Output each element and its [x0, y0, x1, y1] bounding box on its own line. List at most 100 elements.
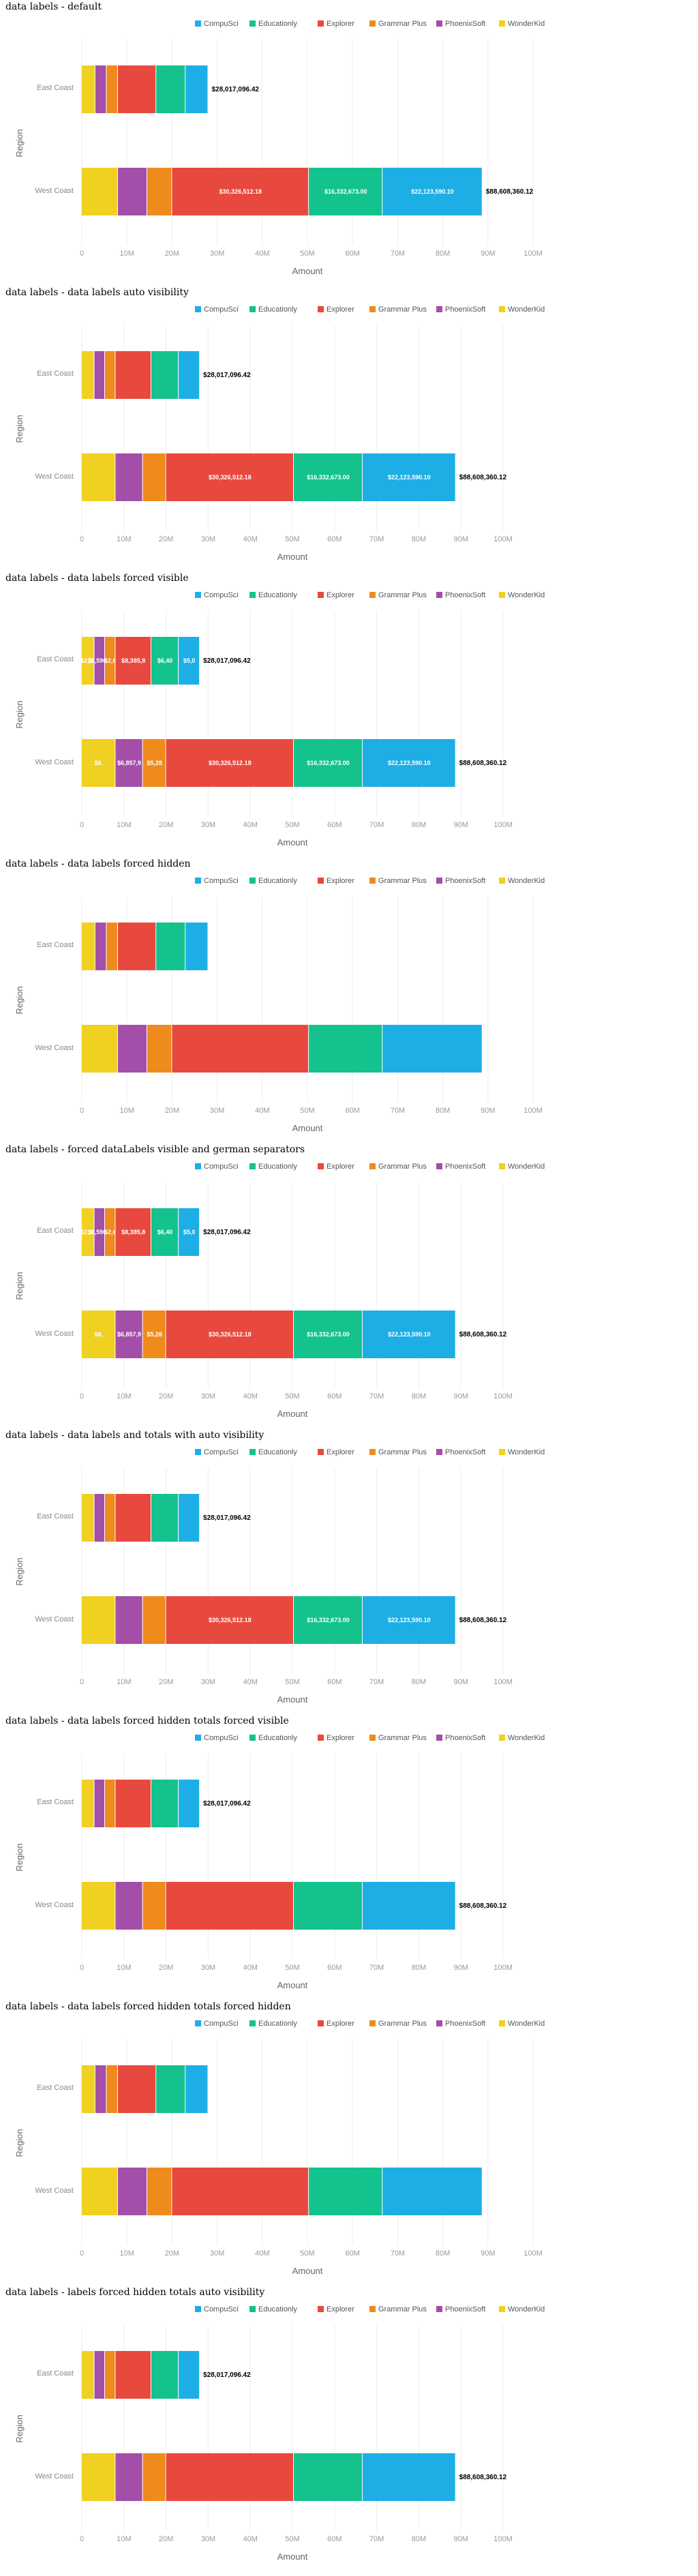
bar-segment-explorer[interactable] [115, 351, 151, 399]
bar-segment-compusci[interactable] [185, 923, 208, 970]
legend-item-grammar-plus[interactable]: Grammar Plus [369, 305, 427, 314]
bar-segment-grammar-plus[interactable] [106, 923, 117, 970]
bar-segment-educationly[interactable] [309, 1025, 382, 1073]
bar-segment-explorer[interactable] [117, 2065, 156, 2113]
bar-segment-educationly[interactable] [294, 1596, 362, 1644]
bar-segment-compusci[interactable] [179, 1780, 200, 1827]
bar-segment-explorer[interactable] [115, 637, 151, 685]
legend-item-compusci[interactable]: CompuSci [195, 2020, 239, 2028]
legend-item-educationly[interactable]: Educationly [249, 591, 297, 599]
legend-item-educationly[interactable]: Educationly [249, 1448, 297, 1456]
bar-segment-grammar-plus[interactable] [142, 1596, 166, 1644]
bar-segment-grammar-plus[interactable] [142, 739, 166, 787]
bar-segment-grammar-plus[interactable] [104, 637, 115, 685]
bar-segment-explorer[interactable] [166, 739, 294, 787]
bar-segment-wonderkid[interactable] [82, 2065, 95, 2113]
bar-segment-grammar-plus[interactable] [104, 1494, 115, 1542]
bar-segment-grammar-plus[interactable] [104, 1208, 115, 1256]
bar-segment-compusci[interactable] [185, 65, 208, 113]
legend-item-educationly[interactable]: Educationly [249, 20, 297, 28]
legend-item-explorer[interactable]: Explorer [318, 305, 354, 314]
bar-segment-compusci[interactable] [362, 453, 455, 501]
legend-item-compusci[interactable]: CompuSci [195, 1734, 239, 1742]
legend-item-grammar-plus[interactable]: Grammar Plus [369, 877, 427, 885]
legend-item-phoenixsoft[interactable]: PhoenixSoft [436, 305, 485, 314]
bar-segment-phoenixsoft[interactable] [117, 2168, 147, 2215]
bar-segment-compusci[interactable] [179, 1494, 200, 1542]
bar-segment-phoenixsoft[interactable] [95, 2065, 106, 2113]
bar-segment-educationly[interactable] [294, 1882, 362, 1930]
bar-segment-educationly[interactable] [151, 637, 179, 685]
legend-item-phoenixsoft[interactable]: PhoenixSoft [436, 20, 485, 28]
legend-item-grammar-plus[interactable]: Grammar Plus [369, 2305, 427, 2313]
bar-segment-wonderkid[interactable] [82, 453, 115, 501]
bar-segment-compusci[interactable] [382, 2168, 482, 2215]
bar-segment-phoenixsoft[interactable] [94, 1494, 104, 1542]
bar-segment-phoenixsoft[interactable] [94, 351, 104, 399]
bar-segment-educationly[interactable] [156, 65, 185, 113]
bar-segment-wonderkid[interactable] [82, 2168, 117, 2215]
bar-segment-grammar-plus[interactable] [104, 2351, 115, 2399]
bar-segment-grammar-plus[interactable] [147, 1025, 172, 1073]
bar-segment-compusci[interactable] [179, 351, 200, 399]
bar-segment-compusci[interactable] [179, 637, 200, 685]
legend-item-compusci[interactable]: CompuSci [195, 1448, 239, 1456]
bar-segment-phoenixsoft[interactable] [94, 2351, 104, 2399]
bar-segment-explorer[interactable] [172, 168, 309, 215]
bar-segment-phoenixsoft[interactable] [95, 923, 106, 970]
bar-segment-wonderkid[interactable] [82, 1208, 94, 1256]
legend-item-educationly[interactable]: Educationly [249, 877, 297, 885]
bar-segment-educationly[interactable] [151, 2351, 179, 2399]
bar-segment-explorer[interactable] [166, 1311, 294, 1358]
legend-item-educationly[interactable]: Educationly [249, 305, 297, 314]
bar-segment-explorer[interactable] [172, 1025, 309, 1073]
bar-segment-explorer[interactable] [166, 1596, 294, 1644]
bar-segment-wonderkid[interactable] [82, 1311, 115, 1358]
bar-segment-explorer[interactable] [117, 65, 156, 113]
bar-segment-grammar-plus[interactable] [106, 65, 117, 113]
bar-segment-compusci[interactable] [382, 1025, 482, 1073]
bar-segment-wonderkid[interactable] [82, 168, 117, 215]
bar-segment-wonderkid[interactable] [82, 2453, 115, 2501]
legend-item-educationly[interactable]: Educationly [249, 1163, 297, 1171]
bar-segment-grammar-plus[interactable] [147, 168, 172, 215]
legend-item-phoenixsoft[interactable]: PhoenixSoft [436, 1163, 485, 1171]
bar-segment-educationly[interactable] [151, 1494, 179, 1542]
bar-segment-phoenixsoft[interactable] [95, 65, 106, 113]
bar-segment-grammar-plus[interactable] [104, 351, 115, 399]
bar-segment-educationly[interactable] [294, 2453, 362, 2501]
legend-item-educationly[interactable]: Educationly [249, 2020, 297, 2028]
legend-item-wonderkid[interactable]: WonderKid [499, 20, 545, 28]
legend-item-explorer[interactable]: Explorer [318, 2020, 354, 2028]
bar-segment-educationly[interactable] [309, 168, 382, 215]
bar-segment-educationly[interactable] [151, 1780, 179, 1827]
bar-segment-wonderkid[interactable] [82, 1780, 94, 1827]
bar-segment-compusci[interactable] [382, 168, 482, 215]
bar-segment-grammar-plus[interactable] [142, 2453, 166, 2501]
bar-segment-phoenixsoft[interactable] [94, 1780, 104, 1827]
bar-segment-compusci[interactable] [179, 1208, 200, 1256]
bar-segment-grammar-plus[interactable] [142, 1882, 166, 1930]
legend-item-phoenixsoft[interactable]: PhoenixSoft [436, 2020, 485, 2028]
bar-segment-compusci[interactable] [362, 2453, 455, 2501]
bar-segment-explorer[interactable] [115, 1780, 151, 1827]
legend-item-explorer[interactable]: Explorer [318, 591, 354, 599]
bar-segment-wonderkid[interactable] [82, 1025, 117, 1073]
legend-item-compusci[interactable]: CompuSci [195, 591, 239, 599]
bar-segment-wonderkid[interactable] [82, 739, 115, 787]
bar-segment-educationly[interactable] [156, 923, 185, 970]
bar-segment-educationly[interactable] [294, 1311, 362, 1358]
bar-segment-wonderkid[interactable] [82, 637, 94, 685]
legend-item-grammar-plus[interactable]: Grammar Plus [369, 1163, 427, 1171]
bar-segment-educationly[interactable] [294, 453, 362, 501]
bar-segment-phoenixsoft[interactable] [117, 168, 147, 215]
legend-item-grammar-plus[interactable]: Grammar Plus [369, 1734, 427, 1742]
bar-segment-wonderkid[interactable] [82, 923, 95, 970]
legend-item-phoenixsoft[interactable]: PhoenixSoft [436, 2305, 485, 2313]
legend-item-compusci[interactable]: CompuSci [195, 1163, 239, 1171]
bar-segment-phoenixsoft[interactable] [115, 2453, 142, 2501]
bar-segment-compusci[interactable] [362, 1596, 455, 1644]
legend-item-explorer[interactable]: Explorer [318, 1163, 354, 1171]
legend-item-compusci[interactable]: CompuSci [195, 20, 239, 28]
bar-segment-wonderkid[interactable] [82, 65, 95, 113]
